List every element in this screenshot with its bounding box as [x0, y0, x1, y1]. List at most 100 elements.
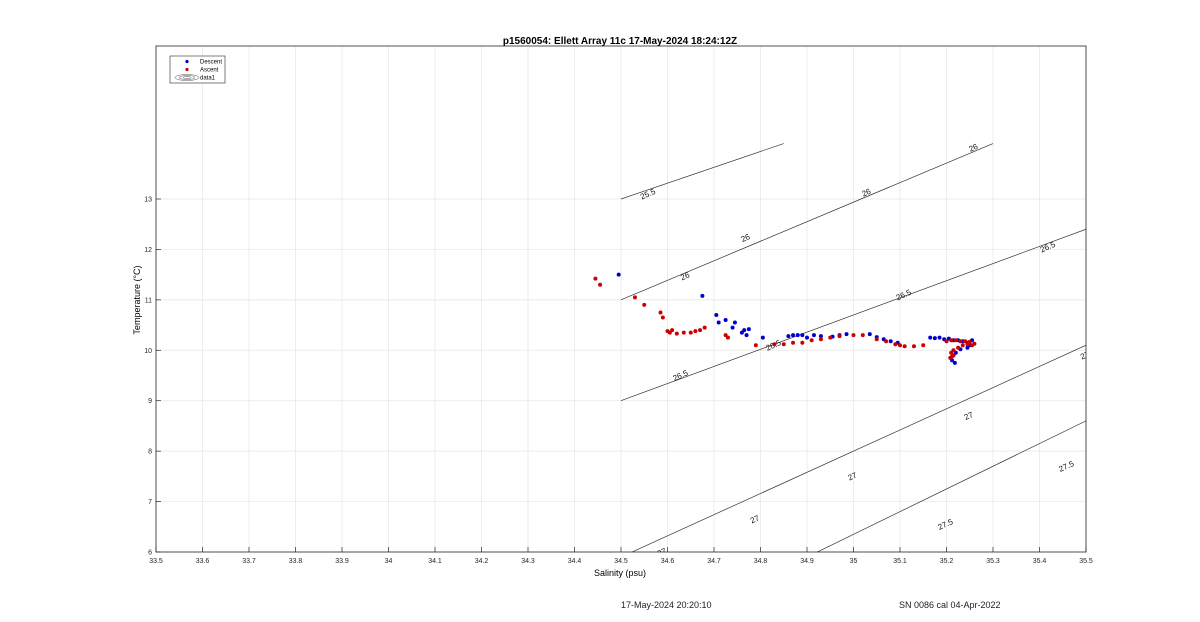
descent-point — [928, 335, 933, 340]
ascent-point — [667, 330, 672, 335]
isopycnal-line-27 — [631, 344, 1086, 552]
x-tick-label: 33.6 — [196, 558, 210, 565]
descent-point — [700, 293, 705, 298]
ascent-point — [791, 340, 796, 345]
contour-label: 27 — [749, 513, 761, 525]
y-axis-label: Temperature (°C) — [132, 265, 142, 334]
descent-point — [932, 336, 937, 341]
ascent-point — [698, 328, 703, 333]
x-tick-label: 34 — [385, 558, 393, 565]
y-tick-label: 8 — [148, 449, 152, 456]
ascent-point — [723, 333, 728, 338]
footer-timestamp: 17-May-2024 20:20:10 — [621, 600, 712, 610]
ascent-point — [658, 310, 663, 315]
legend-box — [169, 55, 226, 84]
contour-label: 27 — [963, 410, 975, 422]
contour-label: 27.5 — [1057, 459, 1075, 474]
ascent-point — [632, 295, 637, 300]
contour-label: 26 — [679, 270, 691, 282]
ascent-point — [970, 343, 975, 348]
ascent-point — [893, 342, 898, 347]
descent-point — [730, 325, 735, 330]
descent-point — [714, 312, 719, 317]
x-tick-label: 33.5 — [149, 558, 163, 565]
ascent-point — [874, 337, 879, 342]
ascent-point — [800, 340, 805, 345]
descent-point — [867, 332, 872, 337]
ascent-point — [598, 282, 603, 287]
descent-point — [844, 332, 849, 337]
ascent-point — [674, 331, 679, 336]
descent-point — [616, 272, 621, 277]
descent-point — [952, 360, 957, 365]
ascent-point — [670, 328, 675, 333]
ascent-point — [828, 335, 833, 340]
ascent-point — [949, 350, 954, 355]
series-descent — [616, 272, 975, 365]
legend-descent-label: Descent — [200, 60, 222, 66]
contour-label: 27 — [847, 470, 859, 482]
legend: Descent Ascent data1 — [169, 55, 226, 84]
density-contours: 25.52626262626.526.526.526.5272727272727… — [620, 142, 1091, 552]
ascent-point — [642, 302, 647, 307]
grid — [155, 46, 1087, 553]
descent-point — [732, 320, 737, 325]
contour-label: 26 — [740, 232, 752, 244]
descent-point — [786, 334, 791, 339]
ascent-point — [948, 355, 953, 360]
ascent-point — [898, 343, 902, 348]
ascent-point — [951, 353, 956, 358]
ascent-point — [958, 339, 963, 344]
x-tick-label: 33.8 — [289, 558, 303, 565]
footer-sensor-calibration: SN 0086 cal 04-Apr-2022 — [899, 600, 1001, 610]
y-tick-label: 11 — [145, 297, 152, 304]
x-tick-label: 34.6 — [661, 558, 675, 565]
ascent-point — [960, 343, 965, 348]
ascent-point — [818, 337, 823, 342]
ascent-point — [753, 343, 758, 348]
ascent-point — [944, 339, 949, 344]
ascent-point — [702, 325, 707, 330]
legend-descent-marker — [185, 59, 189, 64]
y-tick-label: 13 — [144, 197, 152, 204]
ascent-point — [725, 335, 730, 340]
descent-point — [716, 320, 721, 325]
y-tick-label: 7 — [148, 499, 152, 506]
ascent-point — [963, 339, 968, 344]
ascent-point — [949, 338, 954, 343]
x-tick-label: 34.7 — [707, 558, 721, 565]
ascent-point — [967, 339, 972, 344]
ascent-point — [911, 344, 916, 349]
ascent-point — [837, 334, 842, 339]
descent-point — [739, 330, 744, 335]
ascent-point — [965, 342, 970, 347]
descent-point — [805, 335, 809, 340]
y-tick-label: 6 — [148, 550, 152, 557]
series-ascent — [593, 276, 977, 360]
descent-point — [723, 318, 728, 323]
ascent-point — [884, 339, 889, 344]
ascent-point — [902, 344, 907, 349]
axis-ticks: 33.5 33.6 33.7 33.8 33.9 34 34.1 34.2 34.3 34.4 34… — [144, 197, 1093, 566]
legend-ascent-marker — [185, 67, 189, 72]
descent-point — [965, 345, 970, 350]
x-tick-label: 35 — [850, 558, 858, 565]
descent-point — [744, 333, 749, 338]
contour-label: 27 — [1079, 349, 1091, 361]
ascent-point — [809, 338, 814, 343]
chart-title: p1560054: Ellett Array 11c 17-May-2024 1… — [503, 36, 737, 47]
descent-point — [760, 335, 765, 340]
isopycnal-line-25-5 — [620, 143, 784, 200]
contour-label: 26.5 — [671, 368, 689, 383]
x-tick-label: 35.5 — [1079, 558, 1093, 565]
contour-label: 26 — [967, 142, 979, 154]
ascent-point — [660, 315, 665, 320]
descent-point — [746, 327, 751, 332]
x-tick-label: 34.1 — [428, 558, 442, 565]
x-tick-label: 35.4 — [1033, 558, 1047, 565]
descent-point — [800, 333, 805, 338]
data-points — [593, 272, 977, 365]
isopycnal-line-26-5 — [620, 228, 1086, 402]
descent-point — [811, 333, 816, 338]
